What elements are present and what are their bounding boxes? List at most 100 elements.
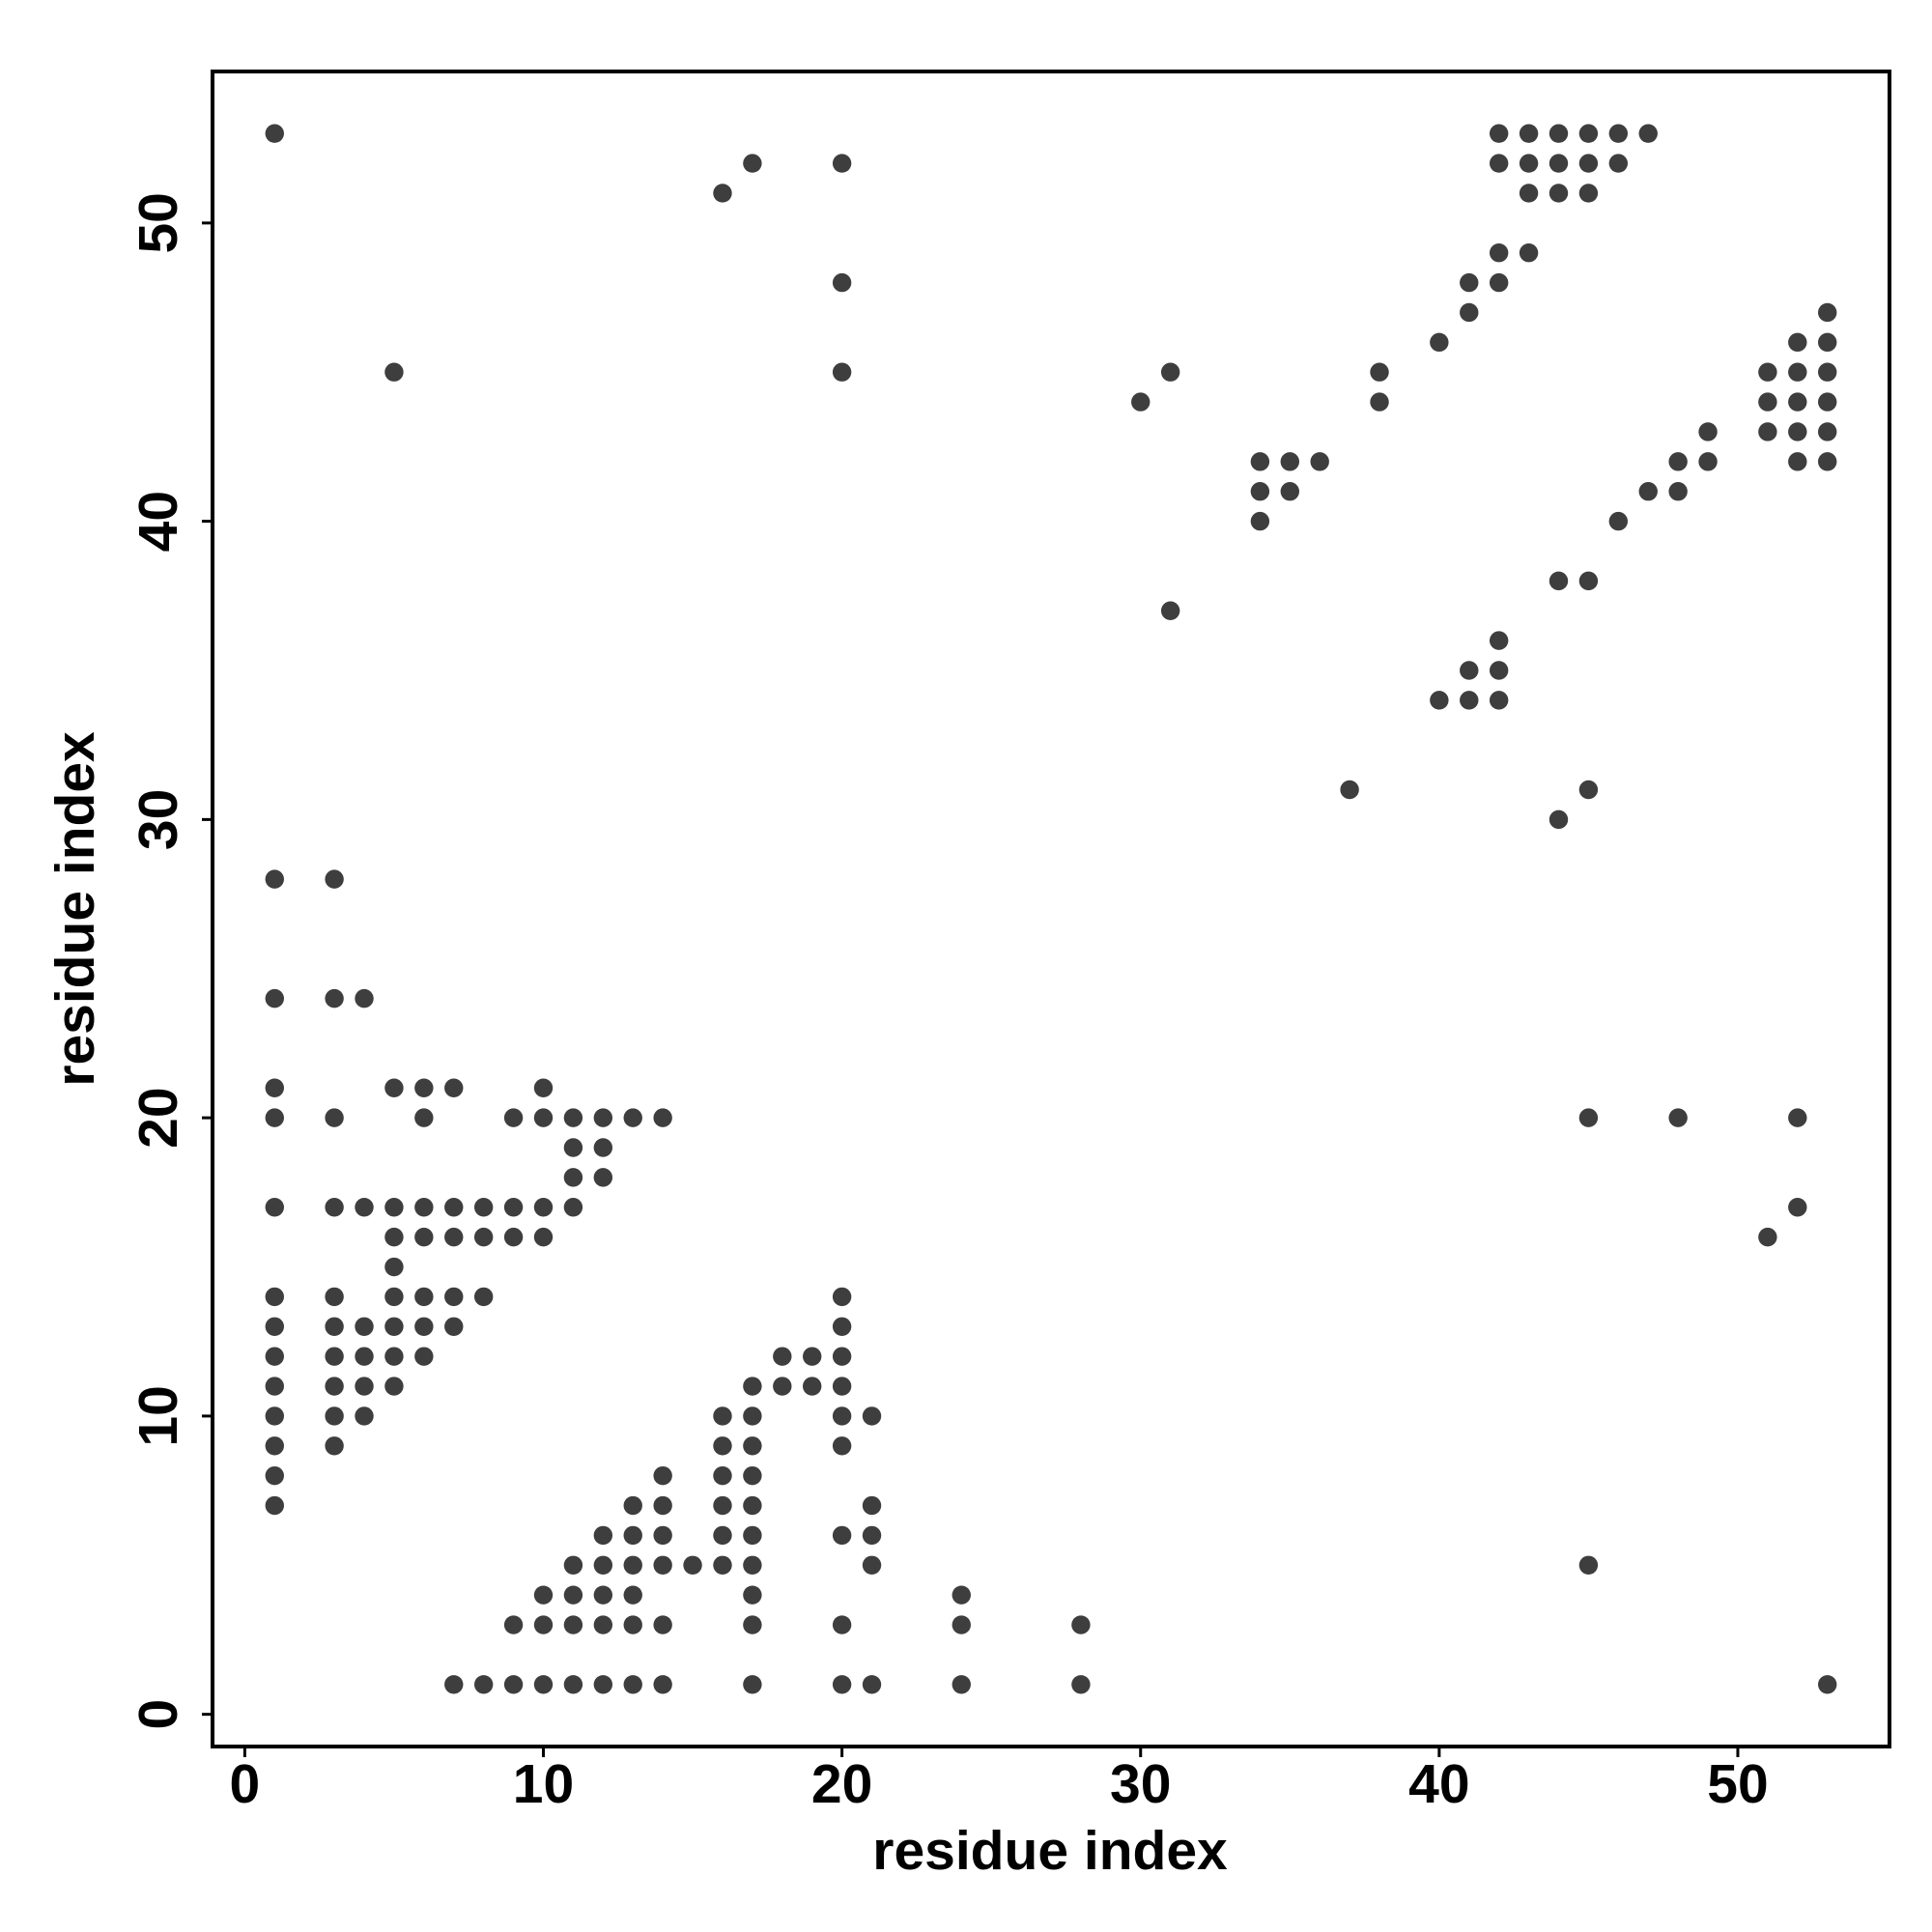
point bbox=[1460, 691, 1479, 710]
point bbox=[563, 1585, 583, 1605]
point bbox=[503, 1198, 524, 1217]
point bbox=[832, 1675, 852, 1694]
point bbox=[623, 1555, 642, 1575]
y-tick-label: 50 bbox=[128, 192, 189, 253]
x-tick-label: 30 bbox=[1110, 1753, 1171, 1815]
x-tick-label: 0 bbox=[230, 1753, 261, 1815]
point bbox=[832, 1406, 852, 1426]
point bbox=[444, 1198, 464, 1217]
point bbox=[444, 1227, 464, 1247]
point bbox=[1698, 422, 1718, 441]
point bbox=[1071, 1675, 1091, 1694]
point bbox=[593, 1585, 613, 1605]
point bbox=[1638, 482, 1658, 501]
point bbox=[623, 1108, 642, 1127]
point bbox=[623, 1675, 642, 1694]
point bbox=[832, 1377, 852, 1396]
x-tick-label: 10 bbox=[513, 1753, 574, 1815]
point bbox=[473, 1227, 494, 1247]
point bbox=[623, 1585, 642, 1605]
y-tick-label: 30 bbox=[128, 789, 189, 850]
point bbox=[265, 1108, 284, 1127]
point bbox=[1818, 332, 1837, 353]
point bbox=[1131, 392, 1151, 412]
point bbox=[1638, 124, 1658, 143]
point bbox=[832, 1347, 852, 1366]
point bbox=[1370, 362, 1389, 382]
point bbox=[355, 1377, 374, 1396]
point bbox=[265, 988, 284, 1009]
point bbox=[1608, 154, 1629, 173]
point bbox=[1280, 482, 1299, 501]
y-tick-label: 10 bbox=[128, 1385, 189, 1446]
point bbox=[713, 1525, 732, 1546]
point bbox=[832, 154, 852, 173]
point bbox=[325, 869, 344, 889]
point bbox=[832, 1317, 852, 1336]
point bbox=[1519, 184, 1539, 203]
point bbox=[1250, 482, 1270, 501]
point bbox=[1788, 332, 1807, 353]
point bbox=[1250, 452, 1270, 471]
point bbox=[773, 1377, 792, 1396]
point bbox=[1489, 154, 1509, 173]
point bbox=[563, 1138, 583, 1157]
point bbox=[1578, 780, 1599, 800]
point bbox=[1548, 810, 1569, 830]
point bbox=[325, 1287, 344, 1307]
point bbox=[1788, 1108, 1807, 1127]
point bbox=[1548, 571, 1569, 591]
point bbox=[623, 1495, 642, 1516]
point bbox=[355, 1198, 374, 1217]
point bbox=[473, 1198, 494, 1217]
point bbox=[1758, 422, 1777, 441]
point bbox=[503, 1108, 524, 1127]
point bbox=[444, 1287, 464, 1307]
point bbox=[355, 1406, 374, 1426]
y-tick-label: 40 bbox=[128, 491, 189, 552]
point bbox=[1489, 243, 1509, 263]
point bbox=[1758, 362, 1777, 382]
point bbox=[713, 1555, 732, 1575]
point bbox=[1818, 452, 1837, 471]
point bbox=[1788, 1198, 1807, 1217]
point bbox=[1489, 272, 1509, 293]
point bbox=[743, 1377, 762, 1396]
point bbox=[743, 1406, 762, 1426]
point bbox=[1489, 124, 1509, 143]
point bbox=[713, 1406, 732, 1426]
point bbox=[533, 1585, 554, 1605]
point bbox=[862, 1495, 882, 1516]
point bbox=[563, 1108, 583, 1127]
point bbox=[1430, 691, 1449, 710]
point bbox=[1548, 154, 1569, 173]
point bbox=[1370, 392, 1389, 412]
point bbox=[1788, 422, 1807, 441]
point bbox=[503, 1615, 524, 1634]
point bbox=[1608, 124, 1629, 143]
point bbox=[1608, 511, 1629, 531]
point bbox=[444, 1675, 464, 1694]
point bbox=[265, 1347, 284, 1366]
point bbox=[265, 1406, 284, 1426]
point bbox=[265, 1287, 284, 1307]
point bbox=[713, 1465, 732, 1486]
point bbox=[1519, 154, 1539, 173]
point bbox=[623, 1525, 642, 1546]
point bbox=[1548, 124, 1569, 143]
point bbox=[384, 1198, 404, 1217]
point bbox=[683, 1555, 702, 1575]
point bbox=[832, 272, 852, 293]
point bbox=[473, 1675, 494, 1694]
point bbox=[1519, 243, 1539, 263]
point bbox=[713, 1495, 732, 1516]
point bbox=[1758, 1227, 1777, 1247]
point bbox=[593, 1675, 613, 1694]
point bbox=[1758, 392, 1777, 412]
point bbox=[265, 124, 284, 143]
point bbox=[832, 1525, 852, 1546]
point bbox=[384, 1257, 404, 1277]
point bbox=[1578, 154, 1599, 173]
